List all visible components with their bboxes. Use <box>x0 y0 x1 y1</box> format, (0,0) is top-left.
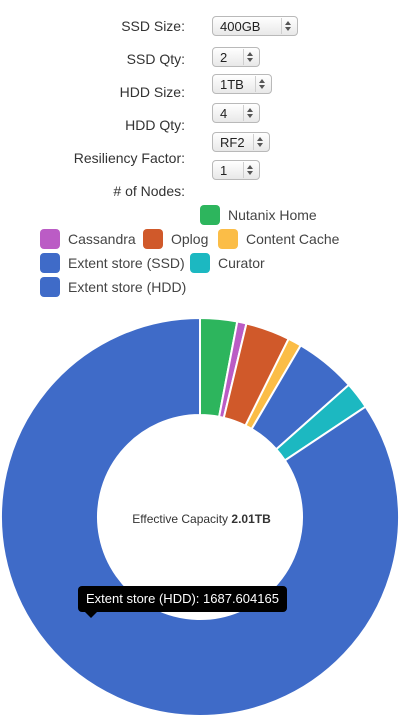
select-arrows-icon <box>255 76 268 92</box>
nodes-label: # of Nodes: <box>113 183 185 199</box>
hdd-size-value: 1TB <box>220 77 244 92</box>
donut-chart <box>0 316 400 717</box>
ssd-size-select[interactable]: 400GB <box>212 16 298 36</box>
legend-swatch <box>218 229 238 249</box>
legend-label: Nutanix Home <box>228 207 317 223</box>
resiliency-value: RF2 <box>220 135 245 150</box>
chart-tooltip: Extent store (HDD): 1687.604165 <box>78 586 287 612</box>
legend-label: Curator <box>218 255 265 271</box>
select-arrows-icon <box>281 18 294 34</box>
nodes-value: 1 <box>220 163 228 178</box>
legend-swatch <box>40 277 60 297</box>
select-arrows-icon <box>243 49 256 65</box>
resiliency-select[interactable]: RF2 <box>212 132 270 152</box>
legend-label: Extent store (SSD) <box>68 255 185 271</box>
legend-swatch <box>143 229 163 249</box>
hdd-qty-value: 4 <box>220 106 228 121</box>
ssd-size-value: 400GB <box>220 19 261 34</box>
resiliency-label: Resiliency Factor: <box>73 150 185 166</box>
effective-capacity-label: Effective Capacity <box>132 512 229 526</box>
select-arrows-icon <box>243 162 256 178</box>
ssd-qty-select[interactable]: 2 <box>212 47 260 67</box>
hdd-size-row: HDD Size: 1TB <box>0 74 403 106</box>
ssd-size-label: SSD Size: <box>121 18 185 34</box>
donut-slice-extent-store-hdd[interactable] <box>0 316 400 717</box>
hdd-qty-select[interactable]: 4 <box>212 103 260 123</box>
center-label: Effective Capacity 2.01TB <box>0 512 403 526</box>
legend-label: Content Cache <box>246 231 340 247</box>
legend-swatch <box>190 253 210 273</box>
legend-swatch <box>200 205 220 225</box>
legend-swatch <box>40 229 60 249</box>
ssd-qty-row: SSD Qty: 2 <box>0 47 403 73</box>
legend-label: Extent store (HDD) <box>68 279 187 295</box>
hdd-size-label: HDD Size: <box>119 84 185 100</box>
ssd-qty-label: SSD Qty: <box>126 51 185 67</box>
legend-label: Oplog <box>171 231 209 247</box>
select-arrows-icon <box>253 134 266 150</box>
hdd-qty-label: HDD Qty: <box>125 117 185 133</box>
nodes-select[interactable]: 1 <box>212 160 260 180</box>
ssd-size-row: SSD Size: 400GB <box>0 14 403 40</box>
legend-label: Cassandra <box>68 231 136 247</box>
legend-swatch <box>40 253 60 273</box>
nodes-row: # of Nodes: 1 <box>0 160 403 205</box>
resiliency-row: Resiliency Factor: RF2 <box>0 132 403 172</box>
ssd-qty-value: 2 <box>220 50 228 65</box>
effective-capacity-value: 2.01TB <box>231 512 271 526</box>
tooltip-caret <box>85 612 97 618</box>
hdd-size-select[interactable]: 1TB <box>212 74 272 94</box>
select-arrows-icon <box>243 105 256 121</box>
hdd-qty-row: HDD Qty: 4 <box>0 103 403 139</box>
